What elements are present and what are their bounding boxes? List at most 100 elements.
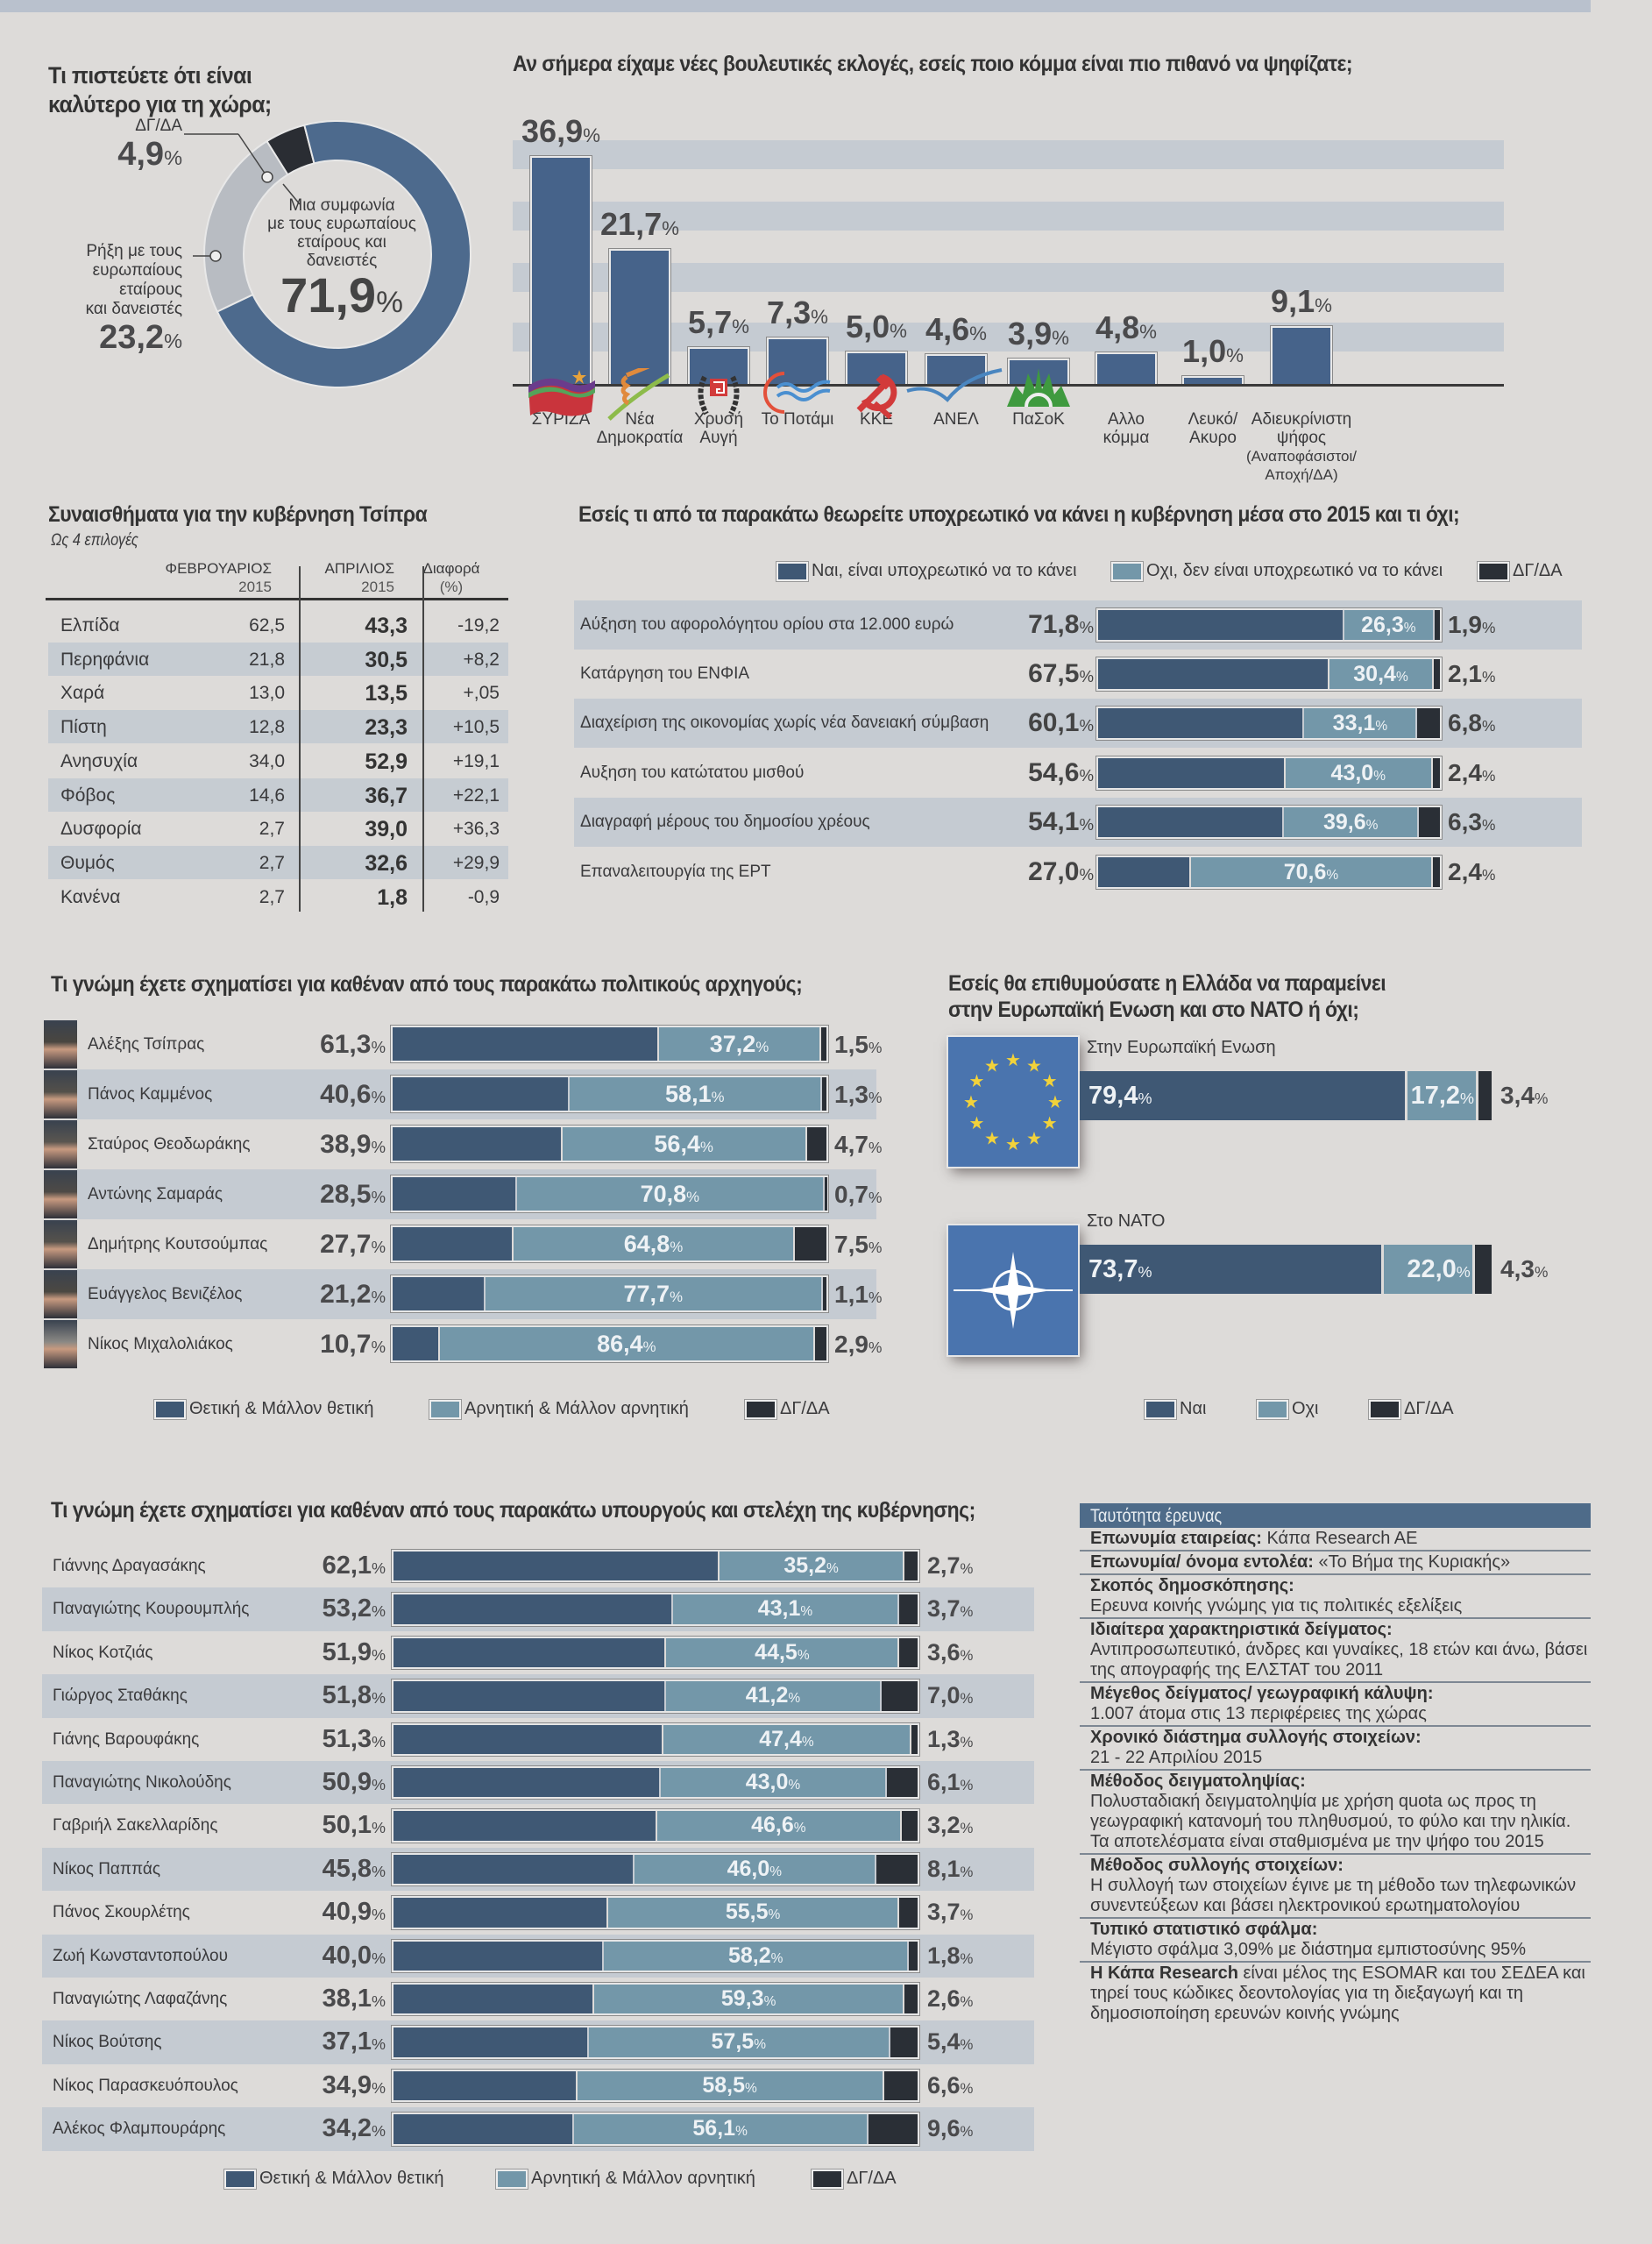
negative-value-percent: % xyxy=(642,1339,656,1355)
positive-value: 28,5% xyxy=(289,1169,386,1222)
segment-positive xyxy=(393,1127,561,1161)
positive-value: 40,0% xyxy=(289,1935,386,1980)
no-value-percent: % xyxy=(1456,1263,1471,1281)
emotions-diff-value: +19,1 xyxy=(452,750,500,771)
yes-value-percent: % xyxy=(1079,865,1094,884)
positive-value-number: 62,1 xyxy=(322,1552,372,1580)
positive-value-number: 34,9 xyxy=(322,2070,372,2099)
negative-value-wrap: 70,8% xyxy=(516,1177,823,1211)
party-bar xyxy=(769,338,826,384)
segment-positive xyxy=(394,1552,719,1581)
segment-yes xyxy=(1080,1245,1382,1294)
segment-negative xyxy=(569,1077,820,1111)
negative-value-percent: % xyxy=(770,1950,783,1966)
negative-value-number: 43,0 xyxy=(745,1770,789,1794)
positive-value-number: 45,8 xyxy=(322,1854,372,1883)
anel-logo-icon xyxy=(904,368,1009,408)
segment-negative xyxy=(439,1327,813,1360)
segment-positive xyxy=(1098,659,1329,689)
dk-value: 8,1% xyxy=(927,1848,973,1893)
dk-value-number: 1,1 xyxy=(834,1281,869,1308)
survey-info-text: «Το Βήμα της Κυριακής» xyxy=(1313,1552,1511,1572)
positive-value: 34,9% xyxy=(289,2064,386,2110)
star-icon: ★ xyxy=(1042,1114,1058,1133)
yes-value: 67,5% xyxy=(999,651,1094,699)
party-name-label: Λευκό/Ακυρο xyxy=(1145,410,1281,447)
dk-value-number: 3,7 xyxy=(927,1899,961,1926)
segment-negative xyxy=(635,1854,875,1885)
yes-value: 71,8% xyxy=(999,602,1094,650)
stacked-bar: 46,6% xyxy=(394,1811,918,1841)
negative-value-number: 55,5 xyxy=(725,1900,769,1925)
negative-value-wrap: 70,6% xyxy=(1190,857,1431,887)
party-value-percent: % xyxy=(1052,326,1069,349)
negative-value: 26,3% xyxy=(1361,613,1415,637)
leader-name: Αντώνης Σαμαράς xyxy=(88,1185,223,1204)
eu-stars: ★ ★★★★★★★★★★★ xyxy=(963,1051,1063,1154)
emotions-apr-value: 43,3 xyxy=(365,614,408,638)
party-name-line: Αποχή/ΔΑ) xyxy=(1265,466,1338,483)
leader-photo xyxy=(44,1170,77,1218)
legend-item: Οχι xyxy=(1258,1399,1319,1419)
legend-label: Ναι xyxy=(1180,1399,1207,1418)
legend-swatch xyxy=(1371,1401,1399,1417)
segment-positive xyxy=(394,2114,572,2144)
negative-value: 37,2% xyxy=(710,1031,769,1057)
negative-value-number: 56,1 xyxy=(692,2116,736,2141)
yes-value: 27,0% xyxy=(999,849,1094,898)
stacked-bar: 55,5% xyxy=(394,1898,918,1928)
dk-value-percent: % xyxy=(960,2079,974,2097)
positive-value: 51,3% xyxy=(289,1718,386,1764)
negative-value-number: 58,1 xyxy=(665,1081,712,1107)
segment-positive xyxy=(394,2070,576,2101)
legend-swatch xyxy=(431,1401,459,1417)
segment-positive xyxy=(394,1941,603,1971)
emotions-feb-value: 34,0 xyxy=(249,750,285,771)
negative-value-wrap: 26,3% xyxy=(1344,610,1434,640)
survey-info-text: Μέγιστο σφάλμα 3,09% με διάστημα εμπιστο… xyxy=(1090,1940,1526,1959)
emotions-col-header-line1: Διαφορά xyxy=(422,560,480,577)
negative-value-percent: % xyxy=(1326,868,1339,883)
stacked-bar: 26,3% xyxy=(1098,610,1440,640)
segment-positive xyxy=(1098,758,1284,788)
stacked-bar: 77,7% xyxy=(393,1277,826,1310)
dk-leader-line-diag xyxy=(238,133,268,178)
no-value: 22,0% xyxy=(1383,1245,1470,1296)
segment-dont-know xyxy=(1474,1245,1492,1294)
segment-negative xyxy=(514,1227,793,1260)
positive-value-number: 21,2 xyxy=(320,1280,372,1309)
positive-value-percent: % xyxy=(371,1238,386,1256)
emotions-row-label: Πίστη xyxy=(60,717,107,738)
negative-value-percent: % xyxy=(788,1778,801,1793)
negative-value-number: 64,8 xyxy=(623,1231,670,1257)
negative-value: 55,5% xyxy=(726,1900,780,1924)
negative-value-number: 46,6 xyxy=(751,1813,794,1838)
donut-value-agreement: 71,9% xyxy=(280,267,403,323)
dk-value: 1,8% xyxy=(927,1935,973,1980)
obligation-label: Κατάργηση του ΕΝΦΙΑ xyxy=(580,664,750,683)
legend-label: ΔΓ/ΔΑ xyxy=(1404,1399,1454,1418)
party-value-percent: % xyxy=(1226,344,1244,366)
leader-photo xyxy=(44,1320,77,1368)
survey-info-label: Μέθοδος δειγματοληψίας: xyxy=(1090,1772,1306,1791)
donut-label-dk-text: ΔΓ/ΔΑ xyxy=(135,117,182,135)
negative-value-wrap: 64,8% xyxy=(513,1227,794,1260)
yes-value: 54,6% xyxy=(999,750,1094,799)
dk-value: 3,7% xyxy=(927,1891,973,1936)
dk-value-number: 2,4 xyxy=(1448,759,1482,786)
segment-positive xyxy=(394,2027,587,2057)
dk-value-number: 9,6 xyxy=(927,2115,961,2142)
party-value-number: 7,3 xyxy=(767,294,812,330)
positive-value-number: 51,3 xyxy=(322,1724,372,1753)
gridline-band xyxy=(513,140,1504,169)
dk-value-percent: % xyxy=(868,1139,883,1156)
segment-positive xyxy=(1098,708,1303,738)
donut-label-agreement-line: Μια συμφωνία xyxy=(288,196,395,215)
negative-value-percent: % xyxy=(711,1089,725,1105)
minister-name: Παναγιώτης Νικολούδης xyxy=(53,1773,231,1792)
positive-value: 51,8% xyxy=(289,1674,386,1720)
stacked-bar: 56,1% xyxy=(394,2114,918,2144)
potami-logo-icon xyxy=(758,368,837,425)
obligation-label: Διαγραφή μέρους του δημοσίου χρέους xyxy=(580,813,870,831)
